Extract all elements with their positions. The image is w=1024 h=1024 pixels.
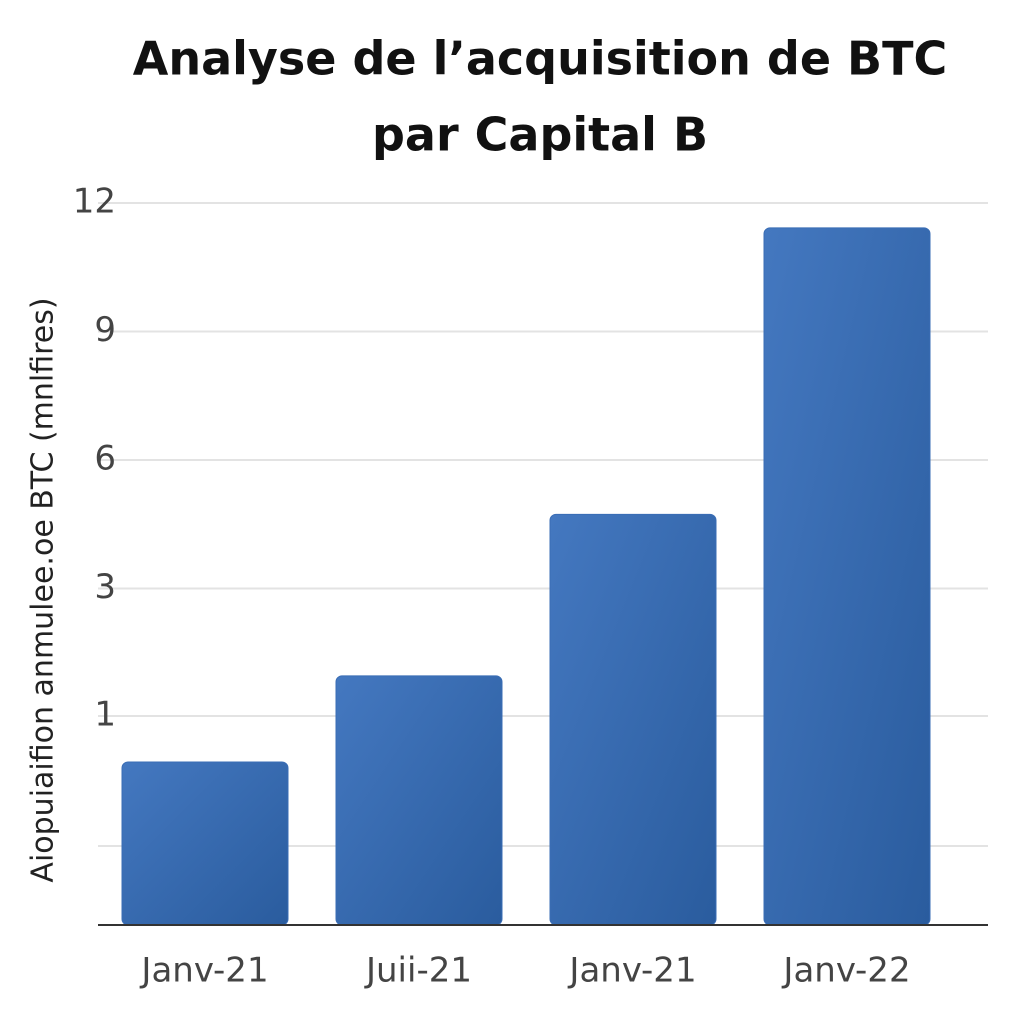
y-tick-label: 12 — [73, 182, 116, 222]
bar — [121, 761, 289, 926]
y-tick-label: 1 — [94, 695, 116, 735]
x-tick-label: Janv-22 — [781, 951, 910, 991]
bar — [549, 513, 717, 926]
x-tick-label: Juii-21 — [364, 951, 472, 991]
y-axis-label: Aiopuiaifion anmulee.oe BTC (mnlfires) — [26, 297, 61, 882]
bar — [763, 227, 931, 926]
bar — [335, 675, 503, 926]
y-tick-label: 6 — [94, 439, 116, 479]
chart-title: Analyse de l’acquisition de BTC — [133, 32, 947, 86]
y-tick-label: 9 — [94, 310, 116, 350]
x-tick-label: Janv-21 — [139, 951, 268, 991]
x-tick-label: Janv-21 — [567, 951, 696, 991]
chart-title: par Capital B — [372, 108, 708, 162]
y-tick-label: 3 — [94, 567, 116, 607]
